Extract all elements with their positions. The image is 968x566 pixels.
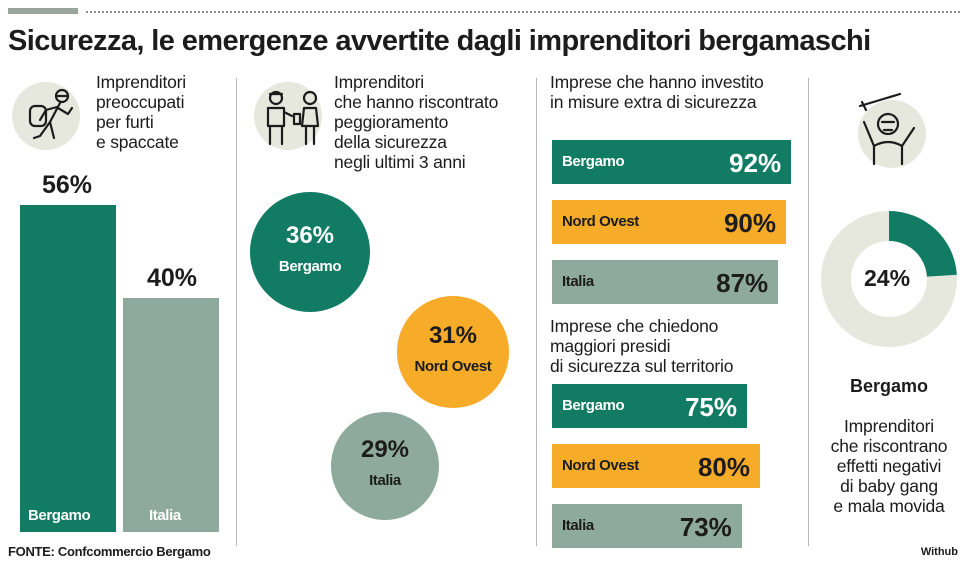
credit: Withub bbox=[920, 546, 958, 558]
bubble-label: Italia bbox=[369, 471, 401, 489]
thief-icon bbox=[12, 82, 80, 150]
hbar-label: Bergamo bbox=[562, 153, 625, 170]
people-icon bbox=[254, 82, 322, 150]
hbar-value: 75% bbox=[684, 392, 737, 422]
donut-value: 24% bbox=[864, 265, 911, 291]
source-note: FONTE: Confcommercio Bergamo bbox=[8, 544, 211, 559]
hbar-label: Italia bbox=[562, 517, 594, 534]
bubble-label: Nord Ovest bbox=[414, 357, 492, 375]
bar-label: Bergamo bbox=[28, 506, 91, 524]
panel1-label: Imprenditori preoccupati per furti e spa… bbox=[96, 72, 186, 152]
hbar-value: 73% bbox=[679, 512, 732, 542]
bar-label: Italia bbox=[149, 506, 181, 524]
panel3-label-presidi: Imprese che chiedono maggiori presidi di… bbox=[550, 316, 734, 376]
hbar-bergamo: Bergamo 92% bbox=[552, 140, 792, 184]
hbar-italia: Italia 73% bbox=[552, 504, 742, 548]
bubble-label: Bergamo bbox=[278, 258, 342, 275]
hbar-label: Nord Ovest bbox=[562, 213, 639, 230]
hbar-nord-ovest: Nord Ovest 80% bbox=[552, 444, 760, 488]
donut-svg bbox=[821, 211, 957, 347]
hbar-value: 92% bbox=[729, 148, 782, 178]
bubble-italia: 29% Italia bbox=[331, 412, 439, 520]
hbar-nord-ovest: Nord Ovest 90% bbox=[552, 200, 786, 244]
bubble-value: 36% bbox=[285, 222, 335, 249]
bar-italia: Italia bbox=[123, 298, 219, 532]
hbar-value: 87% bbox=[716, 268, 769, 298]
hbar-bergamo: Bergamo 75% bbox=[552, 384, 747, 428]
hbar-label: Italia bbox=[562, 273, 594, 290]
bubble-value: 31% bbox=[428, 321, 477, 349]
hbar-italia: Italia 87% bbox=[552, 260, 779, 304]
page-title: Sicurezza, le emergenze avvertite dagli … bbox=[8, 25, 871, 57]
baby-gang-icon bbox=[858, 92, 926, 168]
panel3-label-investito: Imprese che hanno investito in misure ex… bbox=[550, 72, 764, 112]
column-divider bbox=[808, 78, 809, 546]
bar-value: 56% bbox=[42, 170, 93, 199]
top-dotted-rule bbox=[86, 11, 960, 13]
column-divider bbox=[536, 78, 537, 546]
panel4-region: Bergamo bbox=[849, 376, 929, 396]
panel4-label: Imprenditori che riscontrano effetti neg… bbox=[830, 416, 948, 516]
bubble-bergamo: 36% Bergamo bbox=[250, 192, 370, 312]
hbar-label: Nord Ovest bbox=[562, 457, 639, 474]
donut-slice-bergamo bbox=[889, 211, 957, 277]
bubble-value: 29% bbox=[360, 435, 410, 463]
hbar-value: 90% bbox=[723, 208, 776, 238]
top-accent-bar bbox=[8, 8, 78, 14]
column-divider bbox=[236, 78, 237, 546]
bar-value: 40% bbox=[147, 264, 198, 293]
hbar-label: Bergamo bbox=[562, 397, 625, 414]
bar-bergamo: Bergamo bbox=[20, 204, 116, 532]
bubble-nord-ovest: 31% Nord Ovest bbox=[397, 296, 509, 408]
panel2-label: Imprenditori che hanno riscontrato peggi… bbox=[334, 72, 499, 172]
hbar-value: 80% bbox=[697, 452, 750, 482]
